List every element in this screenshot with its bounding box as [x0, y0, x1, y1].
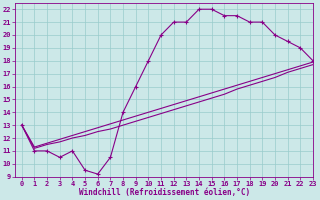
X-axis label: Windchill (Refroidissement éolien,°C): Windchill (Refroidissement éolien,°C) [79, 188, 250, 197]
